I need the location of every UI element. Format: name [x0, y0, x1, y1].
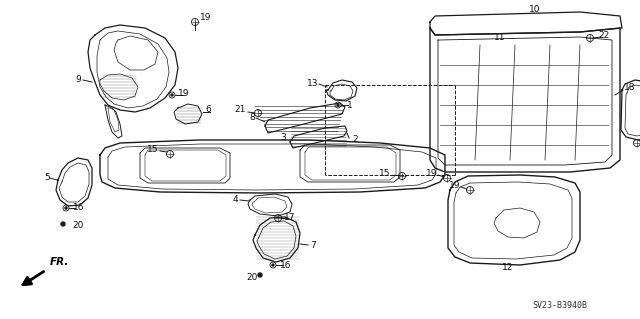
Circle shape — [65, 207, 67, 209]
Text: 3: 3 — [280, 132, 286, 142]
Text: 10: 10 — [529, 5, 541, 14]
Text: 19: 19 — [426, 169, 437, 179]
Text: 15: 15 — [147, 145, 158, 154]
Circle shape — [171, 94, 173, 96]
Text: 16: 16 — [280, 261, 291, 270]
Text: SV23-B3940B: SV23-B3940B — [532, 300, 588, 309]
Text: 2: 2 — [352, 136, 358, 145]
Text: 20: 20 — [72, 221, 83, 231]
Text: 1: 1 — [347, 100, 353, 109]
Text: 19: 19 — [178, 88, 189, 98]
Text: 6: 6 — [205, 106, 211, 115]
Circle shape — [61, 222, 65, 226]
Text: 22: 22 — [598, 32, 609, 41]
Text: FR.: FR. — [50, 257, 69, 267]
Text: 9: 9 — [75, 76, 81, 85]
Text: 5: 5 — [44, 174, 50, 182]
Text: 20: 20 — [246, 273, 258, 283]
Text: 15: 15 — [378, 169, 390, 179]
Text: 12: 12 — [502, 263, 514, 272]
Text: 18: 18 — [624, 84, 636, 93]
Text: 11: 11 — [494, 33, 506, 42]
Text: 19: 19 — [449, 182, 460, 190]
Text: 21: 21 — [235, 106, 246, 115]
Text: 16: 16 — [73, 204, 84, 212]
Circle shape — [337, 104, 339, 106]
Text: 8: 8 — [249, 114, 255, 122]
Text: 7: 7 — [310, 241, 316, 249]
Text: 19: 19 — [200, 13, 211, 23]
Text: 13: 13 — [307, 79, 318, 88]
Circle shape — [258, 273, 262, 277]
Circle shape — [272, 264, 274, 266]
Text: 4: 4 — [232, 196, 238, 204]
Text: 17: 17 — [284, 213, 296, 222]
